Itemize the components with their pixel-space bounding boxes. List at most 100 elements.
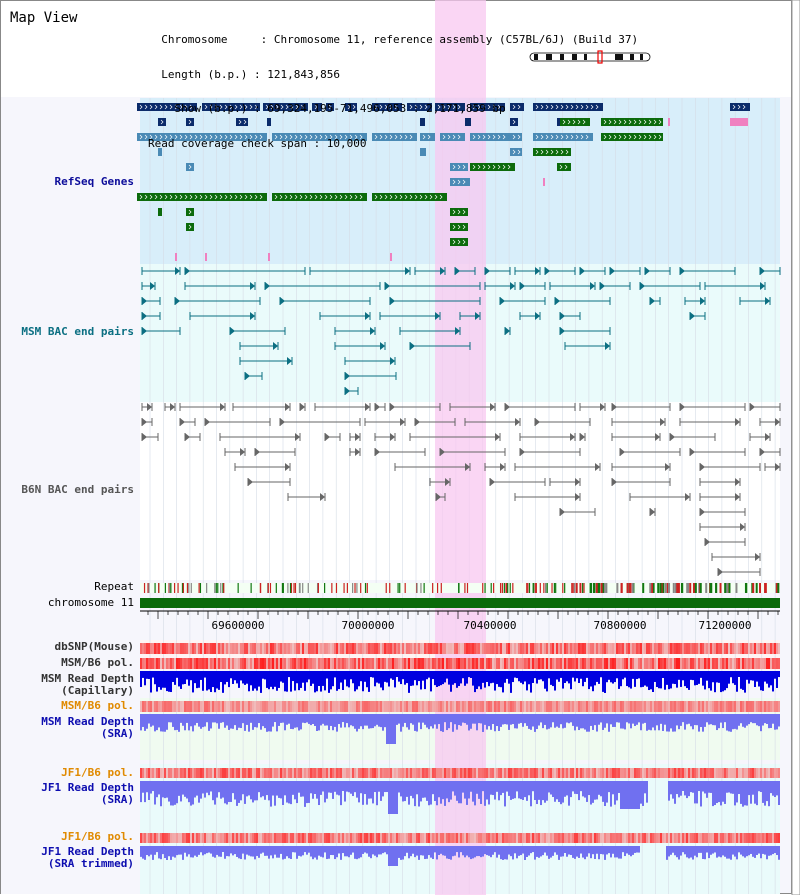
- msm-b6-pol-sra-heat-strip: [454, 701, 456, 712]
- track-label-msm-depth-sra: MSM Read Depth (SRA): [41, 715, 134, 740]
- jf1-b6-pol-trimmed-heat-strip: [308, 833, 310, 843]
- msm-b6-pol-sra-heat-strip: [246, 701, 248, 712]
- msm-depth-sra-bar: [142, 714, 144, 727]
- msm-depth-sra-bar: [224, 714, 226, 728]
- msm-depth-capillary-bar: [146, 671, 148, 679]
- msm-depth-sra-bar: [432, 714, 434, 729]
- jf1-b6-pol-trimmed-heat-strip: [404, 833, 406, 843]
- msm-bac-pair-marker: [760, 282, 765, 290]
- msm-depth-capillary-bar: [280, 671, 282, 682]
- msm-depth-sra-bar: [518, 714, 520, 724]
- gene-strand-marker: [224, 104, 228, 110]
- msm-b6-pol-sra-heat-strip: [288, 701, 290, 712]
- jf1-depth-sra-bar: [388, 781, 390, 814]
- msm-b6-pol-heat-strip: [254, 658, 256, 669]
- jf1-b6-pol-heat-strip: [584, 768, 586, 778]
- ideogram-band: [640, 54, 643, 60]
- msm-depth-capillary-bar: [142, 671, 144, 678]
- msm-depth-capillary-bar: [362, 671, 364, 692]
- msm-b6-pol-sra-heat-strip: [704, 701, 706, 712]
- jf1-b6-pol-trimmed-heat-strip: [196, 833, 198, 843]
- jf1-b6-pol-heat-strip: [442, 768, 444, 778]
- track-label-jf1-depth-trimmed: JF1 Read Depth (SRA trimmed): [41, 845, 134, 870]
- jf1-b6-pol-trimmed-heat-strip: [216, 833, 218, 843]
- jf1-b6-pol-heat-strip: [706, 768, 708, 778]
- msm-depth-capillary-bar: [586, 671, 588, 678]
- repeat-element: [605, 583, 608, 593]
- vertical-scrollbar[interactable]: [791, 0, 800, 895]
- msm-bac-pair-marker: [535, 312, 540, 320]
- msm-b6-pol-sra-heat-strip: [518, 701, 520, 712]
- msm-depth-capillary-bar: [614, 671, 616, 683]
- jf1-b6-pol-heat-strip: [384, 768, 386, 778]
- jf1-b6-pol-trimmed-heat-strip: [482, 833, 484, 843]
- refseq-gene: [186, 118, 194, 126]
- jf1-b6-pol-heat-strip: [188, 768, 190, 778]
- dbsnp-heat-strip: [252, 643, 254, 654]
- msm-bac-pair-marker: [185, 267, 190, 275]
- jf1-depth-sra-bar: [726, 781, 728, 793]
- msm-bac-pair-marker: [142, 297, 147, 305]
- gene-strand-marker: [188, 224, 192, 230]
- jf1-depth-sra-bar: [234, 781, 236, 800]
- jf1-depth-trimmed-bar: [748, 846, 750, 856]
- msm-depth-capillary-bar: [356, 671, 358, 690]
- dbsnp-heat-strip: [778, 643, 780, 654]
- dbsnp-heat-strip: [702, 643, 704, 654]
- dbsnp-heat-strip: [160, 643, 162, 654]
- msm-depth-capillary-bar: [384, 671, 386, 682]
- msm-b6-pol-heat-strip: [152, 658, 154, 669]
- msm-b6-pol-heat-strip: [404, 658, 406, 669]
- jf1-depth-trimmed-bar: [184, 846, 186, 853]
- gene-strand-marker: [452, 104, 456, 110]
- msm-b6-pol-heat-strip: [472, 658, 474, 669]
- jf1-b6-pol-trimmed-heat-strip: [422, 833, 424, 843]
- msm-b6-pol-sra-heat-strip: [366, 701, 368, 712]
- repeat-element: [389, 583, 391, 593]
- jf1-b6-pol-heat-strip: [760, 768, 762, 778]
- gene-strand-marker: [608, 134, 612, 140]
- msm-b6-pol-sra-heat-strip: [200, 701, 202, 712]
- b6n-bac-pair-marker: [700, 508, 705, 516]
- gene-strand-marker: [229, 194, 233, 200]
- jf1-depth-sra-bar: [678, 781, 680, 798]
- msm-b6-pol-sra-heat-strip: [758, 701, 760, 712]
- gene-strand-marker: [545, 104, 549, 110]
- repeat-element: [237, 583, 239, 593]
- msm-b6-pol-heat-strip: [150, 658, 152, 669]
- msm-b6-pol-sra-heat-strip: [544, 701, 546, 712]
- jf1-depth-sra-bar: [748, 781, 750, 796]
- jf1-depth-trimmed-bar: [220, 846, 222, 857]
- dbsnp-heat-strip: [398, 643, 400, 654]
- dbsnp-heat-strip: [696, 643, 698, 654]
- jf1-depth-sra-bar: [362, 781, 364, 805]
- msm-b6-pol-heat-strip: [414, 658, 416, 669]
- jf1-depth-trimmed-bar: [268, 846, 270, 859]
- dbsnp-heat-strip: [478, 643, 480, 654]
- jf1-depth-trimmed-bar: [326, 846, 328, 860]
- jf1-depth-sra-bar: [736, 781, 738, 803]
- gene-strand-marker: [164, 194, 168, 200]
- jf1-b6-pol-heat-strip: [524, 768, 526, 778]
- jf1-depth-sra-bar: [418, 781, 420, 807]
- msm-b6-pol-heat-strip: [598, 658, 600, 669]
- msm-depth-capillary-bar: [194, 671, 196, 684]
- gene-strand-marker: [419, 104, 423, 110]
- gene-strand-marker: [452, 179, 456, 185]
- jf1-depth-trimmed-bar: [374, 846, 376, 856]
- msm-b6-pol-sra-heat-strip: [298, 701, 300, 712]
- jf1-b6-pol-heat-strip: [522, 768, 524, 778]
- dbsnp-heat-strip: [644, 643, 646, 654]
- msm-b6-pol-heat-strip: [508, 658, 510, 669]
- jf1-depth-trimmed-bar: [454, 846, 456, 856]
- msm-depth-sra-bar: [560, 714, 562, 725]
- msm-depth-capillary-bar: [456, 671, 458, 688]
- msm-b6-pol-sra-heat-strip: [564, 701, 566, 712]
- jf1-depth-sra-bar: [732, 781, 734, 794]
- msm-b6-pol-sra-heat-strip: [608, 701, 610, 712]
- jf1-depth-sra-bar: [604, 781, 606, 807]
- jf1-depth-trimmed-bar: [620, 846, 622, 859]
- jf1-b6-pol-trimmed-heat-strip: [610, 833, 612, 843]
- jf1-b6-pol-trimmed-heat-strip: [428, 833, 430, 843]
